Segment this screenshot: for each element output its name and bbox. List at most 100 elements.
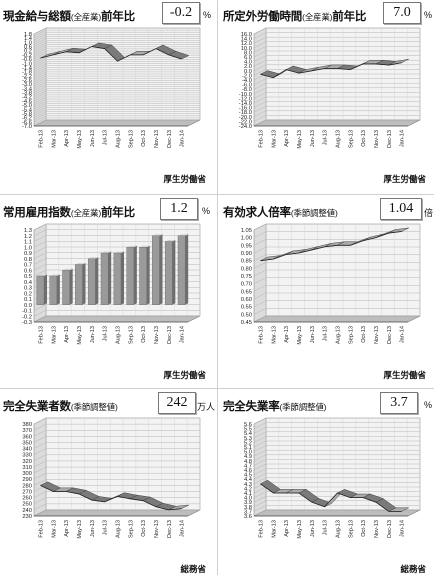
x-tick-label: Jan-14 — [400, 130, 406, 147]
value-unit: 倍 — [424, 206, 433, 219]
x-tick-label: Feb-13 — [38, 130, 44, 148]
y-tick-label: -7.0 — [22, 124, 32, 130]
x-tick-label: Sep-13 — [128, 326, 134, 344]
y-tick-label: 3.6 — [244, 514, 252, 520]
y-tick-label: 370 — [22, 428, 32, 434]
bar-side — [147, 246, 150, 305]
x-tick-label: Apr-13 — [64, 326, 70, 343]
x-tick-label: Jul-13 — [323, 520, 329, 535]
bar — [50, 276, 57, 305]
y-tick-label: 340 — [22, 447, 32, 453]
panel-title: 完全失業者数(季節調整値) — [3, 398, 118, 414]
y-tick-label: 250 — [22, 502, 32, 508]
x-tick-label: Feb-13 — [258, 130, 264, 148]
x-tick-label: Nov-13 — [154, 520, 160, 538]
x-tick-label: Nov-13 — [374, 326, 380, 344]
x-tick-label: Feb-13 — [258, 520, 264, 538]
x-tick-label: Mar-13 — [51, 326, 57, 344]
x-tick-label: Mar-13 — [51, 130, 57, 148]
x-tick-label: Mar-13 — [271, 326, 277, 344]
x-tick-label: Mar-13 — [271, 130, 277, 148]
x-tick-label: Jan-14 — [400, 326, 406, 343]
x-tick-label: Feb-13 — [258, 326, 264, 344]
panel-title: 現金給与総額(全産業)前年比 — [3, 8, 135, 24]
chart-cash-earnings: 1.81.41.00.60.2-0.2-0.6-1.0-1.4-1.8-2.2-… — [0, 28, 212, 176]
x-tick-label: Oct-13 — [361, 520, 367, 537]
y-tick-label: -24.0 — [239, 124, 252, 130]
x-tick-label: Oct-13 — [141, 326, 147, 343]
x-tick-label: Dec-13 — [387, 130, 393, 148]
latest-value-box: 1.04 — [380, 198, 422, 220]
x-tick-label: Dec-13 — [387, 326, 393, 344]
x-tick-label: Jul-13 — [103, 326, 109, 341]
source-label: 総務省 — [180, 563, 206, 575]
chart-side-wall — [34, 418, 46, 516]
source-label: 厚生労働省 — [163, 369, 206, 381]
x-tick-label: Jan-14 — [180, 520, 186, 537]
y-tick-label: 0.90 — [241, 251, 252, 257]
x-tick-label: Feb-13 — [38, 326, 44, 344]
x-tick-label: Mar-13 — [271, 520, 277, 538]
x-tick-label: Oct-13 — [141, 130, 147, 147]
y-tick-label: 270 — [22, 489, 32, 495]
y-tick-label: 260 — [22, 496, 32, 502]
bar — [152, 236, 159, 305]
x-tick-label: Oct-13 — [361, 326, 367, 343]
panel-title: 所定外労働時間(全産業)前年比 — [223, 8, 366, 24]
y-tick-label: 0.45 — [241, 320, 252, 326]
value-unit: % — [202, 206, 210, 216]
x-tick-label: Sep-13 — [128, 130, 134, 148]
x-tick-label: Jul-13 — [103, 130, 109, 145]
chart-floor — [254, 316, 420, 322]
x-tick-label: May-13 — [297, 520, 303, 539]
y-tick-label: 360 — [22, 434, 32, 440]
y-tick-label: 280 — [22, 483, 32, 489]
bar-side — [95, 257, 98, 305]
panel-title: 有効求人倍率(季節調整値) — [223, 204, 338, 220]
x-tick-label: Oct-13 — [141, 520, 147, 537]
x-tick-label: Nov-13 — [154, 130, 160, 148]
x-tick-label: Mar-13 — [51, 520, 57, 538]
bar — [178, 236, 185, 305]
bar — [62, 270, 69, 305]
x-tick-label: Aug-13 — [335, 130, 341, 148]
latest-value-box: 3.7 — [380, 392, 418, 414]
value-unit: % — [424, 10, 432, 20]
bar-side — [121, 252, 124, 305]
y-tick-label: 0.55 — [241, 305, 252, 311]
x-tick-label: Jun-13 — [310, 326, 316, 343]
latest-value-box: -0.2 — [162, 2, 200, 24]
y-tick-label: 350 — [22, 440, 32, 446]
x-tick-label: Jun-13 — [310, 520, 316, 537]
x-tick-label: Aug-13 — [115, 326, 121, 344]
bar-side — [57, 275, 60, 305]
source-label: 厚生労働省 — [163, 173, 206, 185]
y-tick-label: 0.70 — [241, 282, 252, 288]
x-tick-label: Aug-13 — [115, 130, 121, 148]
bar-side — [172, 240, 175, 305]
y-tick-label: 290 — [22, 477, 32, 483]
x-tick-label: Dec-13 — [167, 520, 173, 538]
x-tick-label: Jun-13 — [90, 326, 96, 343]
y-tick-label: 230 — [22, 514, 32, 520]
x-tick-label: Dec-13 — [387, 520, 393, 538]
x-tick-label: Sep-13 — [348, 326, 354, 344]
y-tick-label: 300 — [22, 471, 32, 477]
y-tick-label: 0.50 — [241, 312, 252, 318]
bar — [165, 242, 172, 305]
x-tick-label: Apr-13 — [64, 130, 70, 147]
y-tick-label: 0.80 — [241, 266, 252, 272]
y-tick-label: 320 — [22, 459, 32, 465]
value-unit: 万人 — [197, 400, 215, 413]
x-tick-label: Aug-13 — [335, 326, 341, 344]
x-tick-label: Jul-13 — [323, 130, 329, 145]
latest-value-box: 7.0 — [383, 2, 421, 24]
bar-side — [185, 234, 188, 305]
x-tick-label: Jan-14 — [400, 520, 406, 537]
x-tick-label: Jan-14 — [180, 326, 186, 343]
